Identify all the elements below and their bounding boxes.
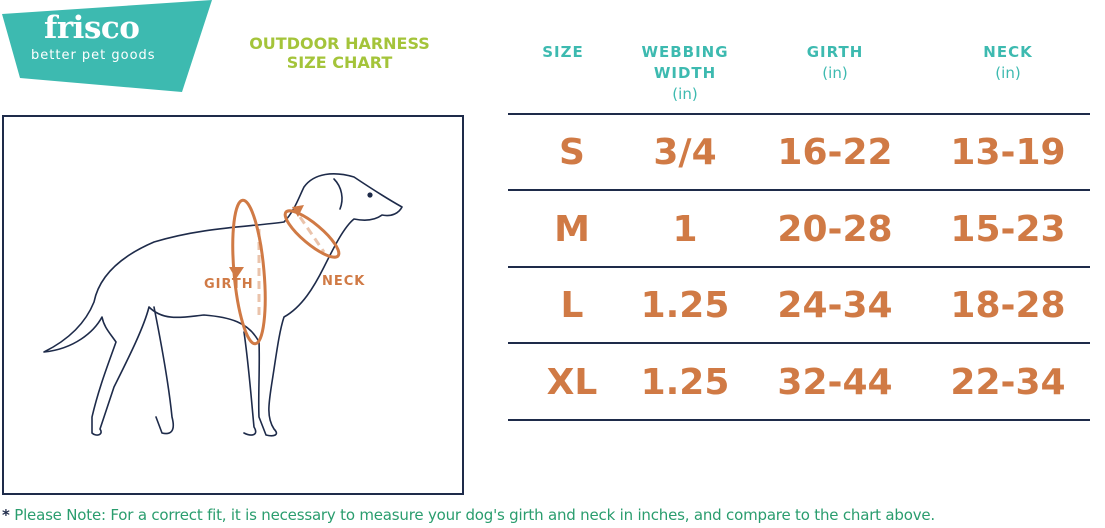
title-line-1: OUTDOOR HARNESS xyxy=(249,34,430,53)
cell-girth: 32-44 xyxy=(777,362,893,403)
neck-label: NECK xyxy=(322,274,366,289)
table-divider xyxy=(508,113,1090,115)
cell-neck: 22-34 xyxy=(950,362,1066,403)
header-size: SIZE xyxy=(542,43,584,61)
cell-size: M xyxy=(554,209,590,250)
cell-size: XL xyxy=(546,362,598,403)
header-girth: GIRTH (in) xyxy=(806,43,864,82)
logo-wordmark: frisco xyxy=(44,10,140,46)
table-divider xyxy=(508,342,1090,344)
fit-note: * Please Note: For a correct fit, it is … xyxy=(2,506,935,524)
cell-girth: 24-34 xyxy=(777,285,893,326)
cell-webbing: 1.25 xyxy=(640,285,730,326)
cell-girth: 20-28 xyxy=(777,209,893,250)
logo-badge-shape xyxy=(2,0,212,92)
cell-neck: 18-28 xyxy=(950,285,1066,326)
logo-tagline: better pet goods xyxy=(31,48,156,63)
asterisk: * xyxy=(2,506,10,524)
cell-webbing: 3/4 xyxy=(653,132,717,173)
chart-title: OUTDOOR HARNESS SIZE CHART xyxy=(232,34,447,72)
title-line-2: SIZE CHART xyxy=(286,53,393,72)
girth-label: GIRTH xyxy=(204,277,254,292)
dog-illustration-frame: GIRTH NECK xyxy=(2,115,464,495)
dog-measurement-illustration xyxy=(43,173,403,437)
note-text: Please Note: For a correct fit, it is ne… xyxy=(14,506,935,524)
cell-neck: 15-23 xyxy=(950,209,1066,250)
neck-arrow-icon xyxy=(283,205,341,259)
cell-webbing: 1 xyxy=(672,209,698,250)
cell-girth: 16-22 xyxy=(777,132,893,173)
girth-arrow-icon xyxy=(229,198,267,346)
table-divider xyxy=(508,189,1090,191)
cell-neck: 13-19 xyxy=(950,132,1066,173)
frisco-logo: frisco better pet goods xyxy=(0,0,215,92)
header-neck: NECK (in) xyxy=(983,43,1033,82)
cell-size: S xyxy=(559,132,585,173)
header-webbing-width: WEBBING WIDTH (in) xyxy=(641,43,729,103)
cell-webbing: 1.25 xyxy=(640,362,730,403)
cell-size: L xyxy=(560,285,584,326)
table-divider xyxy=(508,266,1090,268)
table-divider xyxy=(508,419,1090,421)
dog-outline-icon xyxy=(43,173,403,437)
